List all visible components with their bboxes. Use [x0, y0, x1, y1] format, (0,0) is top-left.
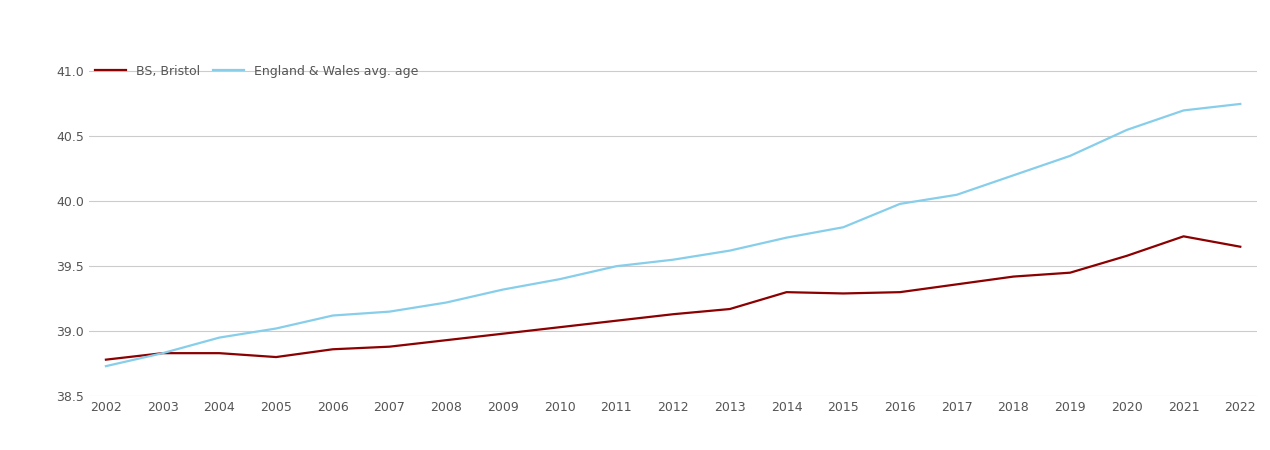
England & Wales avg. age	[1233, 101, 1248, 107]
BS, Bristol	[382, 344, 398, 349]
BS, Bristol	[1119, 253, 1134, 258]
BS, Bristol	[325, 346, 340, 352]
England & Wales avg. age	[268, 326, 283, 331]
BS, Bristol	[1176, 234, 1191, 239]
Line: England & Wales avg. age: England & Wales avg. age	[105, 104, 1241, 366]
England & Wales avg. age	[438, 300, 453, 305]
England & Wales avg. age	[723, 248, 738, 253]
BS, Bristol	[1006, 274, 1021, 279]
England & Wales avg. age	[1119, 127, 1134, 133]
England & Wales avg. age	[665, 257, 681, 262]
England & Wales avg. age	[325, 313, 340, 318]
BS, Bristol	[608, 318, 624, 324]
England & Wales avg. age	[779, 235, 794, 240]
BS, Bristol	[552, 324, 568, 330]
BS, Bristol	[212, 351, 227, 356]
Legend: BS, Bristol, England & Wales avg. age: BS, Bristol, England & Wales avg. age	[95, 65, 419, 78]
England & Wales avg. age	[552, 276, 568, 282]
England & Wales avg. age	[836, 225, 851, 230]
BS, Bristol	[268, 354, 283, 360]
BS, Bristol	[1233, 244, 1248, 249]
BS, Bristol	[893, 289, 908, 295]
BS, Bristol	[665, 311, 681, 317]
England & Wales avg. age	[495, 287, 511, 292]
England & Wales avg. age	[382, 309, 398, 314]
BS, Bristol	[98, 357, 113, 362]
Line: BS, Bristol: BS, Bristol	[105, 236, 1241, 360]
BS, Bristol	[438, 338, 453, 343]
BS, Bristol	[1063, 270, 1078, 275]
England & Wales avg. age	[212, 335, 227, 340]
England & Wales avg. age	[949, 192, 964, 198]
England & Wales avg. age	[1063, 153, 1078, 158]
England & Wales avg. age	[1006, 173, 1021, 178]
England & Wales avg. age	[155, 351, 170, 356]
England & Wales avg. age	[98, 364, 113, 369]
BS, Bristol	[723, 306, 738, 312]
BS, Bristol	[779, 289, 794, 295]
BS, Bristol	[155, 351, 170, 356]
BS, Bristol	[949, 282, 964, 287]
England & Wales avg. age	[1176, 108, 1191, 113]
England & Wales avg. age	[608, 264, 624, 269]
BS, Bristol	[836, 291, 851, 296]
England & Wales avg. age	[893, 201, 908, 207]
BS, Bristol	[495, 331, 511, 337]
